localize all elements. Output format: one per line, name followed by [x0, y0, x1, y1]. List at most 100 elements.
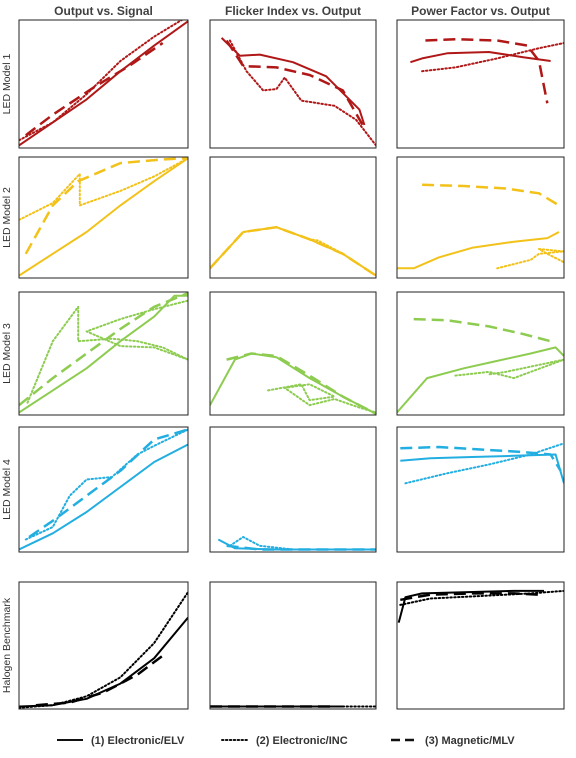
panel-frame [396, 426, 565, 553]
panel-frame [18, 156, 189, 279]
panel-series [19, 292, 188, 414]
series-line-dashed [400, 445, 562, 472]
row-labels: LED Model 1 LED Model 2 LED Model 3 LED Mod… [1, 53, 13, 693]
panel-series [19, 591, 188, 709]
chart-panels [18, 19, 565, 710]
series-line-dashed [28, 428, 188, 539]
series-line-dashed [210, 225, 376, 277]
panel-led-model-4-flicker-index-vs-output [209, 426, 377, 553]
panel-frame [396, 156, 565, 279]
legend-label: (3) Magnetic/MLV [425, 735, 515, 747]
series-line-solid [397, 589, 544, 623]
panel-frame [18, 19, 189, 149]
panel-led-model-4-power-factor-vs-output [396, 426, 565, 553]
series-line-dotted [19, 157, 188, 221]
panel-series [19, 428, 188, 551]
series-line-solid [397, 346, 564, 414]
panel-led-model-1-power-factor-vs-output [396, 19, 565, 149]
series-line-solid [19, 616, 188, 708]
panel-led-model-3-output-vs-signal [18, 291, 189, 416]
series-line-dashed [35, 654, 164, 707]
series-line-dashed [24, 157, 188, 255]
row-label-led-model-3: LED Model 3 [1, 323, 13, 384]
panel-led-model-2-flicker-index-vs-output [209, 156, 377, 279]
series-line-dashed [422, 183, 560, 207]
panel-halogen-benchmark-flicker-index-vs-output [209, 581, 377, 710]
panel-led-model-4-output-vs-signal [18, 426, 189, 553]
series-line-solid [400, 453, 564, 484]
series-line-dashed [226, 352, 376, 415]
panel-series [397, 317, 564, 414]
panel-frame [396, 19, 565, 149]
panel-series [210, 225, 376, 277]
series-line-dotted [26, 299, 188, 404]
series-line-solid [410, 51, 551, 64]
series-line-solid [220, 37, 366, 126]
series-line-dashed [413, 317, 551, 343]
series-line-solid [397, 231, 560, 270]
row-label-halogen-benchmark: Halogen Benchmark [1, 597, 13, 693]
row-label-led-model-1: LED Model 1 [1, 53, 13, 114]
column-title-output-vs-signal: Output vs. Signal [54, 4, 153, 18]
panel-frame [18, 426, 189, 553]
panel-frame [209, 19, 377, 149]
panel-led-model-2-output-vs-signal [18, 156, 189, 279]
panel-frame [209, 291, 377, 416]
column-title-flicker-index-vs-output: Flicker Index vs. Output [225, 4, 361, 18]
series-line-dotted [404, 442, 564, 485]
series-line-dotted [421, 42, 564, 73]
panel-series [217, 536, 376, 551]
legend-item-dotted: (2) Electronic/INC [221, 735, 348, 747]
series-line-dashed [400, 592, 540, 602]
panel-frame [396, 581, 565, 710]
series-line-dotted [399, 589, 564, 606]
series-line-dotted [496, 248, 564, 270]
series-line-dotted [454, 358, 564, 380]
panel-frame [18, 291, 189, 416]
series-line-dotted [228, 39, 376, 147]
series-line-dashed [425, 37, 549, 104]
panel-series [19, 20, 188, 147]
panel-frame [209, 156, 377, 279]
panel-led-model-2-power-factor-vs-output [396, 156, 565, 279]
panel-frame [396, 291, 565, 416]
panel-halogen-benchmark-output-vs-signal [18, 581, 189, 710]
legend: (1) Electronic/ELV (2) Electronic/INC (3) … [57, 735, 515, 747]
row-label-led-model-2: LED Model 2 [1, 187, 13, 248]
series-line-solid [217, 538, 376, 551]
row-label-led-model-4: LED Model 4 [1, 459, 13, 520]
panel-frame [209, 581, 377, 710]
panel-halogen-benchmark-power-factor-vs-output [396, 581, 565, 710]
series-line-dashed [25, 41, 164, 137]
series-line-dashed [19, 292, 188, 407]
series-line-solid [19, 294, 188, 414]
panel-series [410, 37, 564, 104]
panel-series [400, 442, 564, 485]
legend-item-solid: (1) Electronic/ELV [57, 735, 185, 747]
legend-item-dashed: (3) Magnetic/MLV [391, 735, 515, 747]
series-line-dashed [225, 39, 364, 126]
panel-led-model-3-power-factor-vs-output [396, 291, 565, 416]
column-title-power-factor-vs-output: Power Factor vs. Output [411, 4, 550, 18]
series-line-dotted [267, 383, 376, 414]
series-line-dotted [19, 591, 188, 709]
panel-series [397, 589, 564, 623]
panel-led-model-1-output-vs-signal [18, 19, 189, 149]
column-titles: Output vs. Signal Flicker Index vs. Outpu… [54, 4, 550, 18]
panel-series [220, 37, 376, 147]
legend-label: (2) Electronic/INC [256, 735, 348, 747]
panel-series [397, 183, 564, 270]
panel-frame [209, 426, 377, 553]
panel-led-model-1-flicker-index-vs-output [209, 19, 377, 149]
panel-frame [18, 581, 189, 710]
legend-label: (1) Electronic/ELV [91, 735, 185, 747]
series-line-dotted [24, 428, 188, 541]
panel-led-model-3-flicker-index-vs-output [209, 291, 377, 416]
series-line-solid [19, 157, 188, 277]
series-line-solid [19, 443, 188, 551]
panel-series [210, 352, 376, 415]
series-line-dotted [19, 20, 183, 142]
panel-series [19, 157, 188, 277]
series-line-dashed [226, 544, 376, 551]
